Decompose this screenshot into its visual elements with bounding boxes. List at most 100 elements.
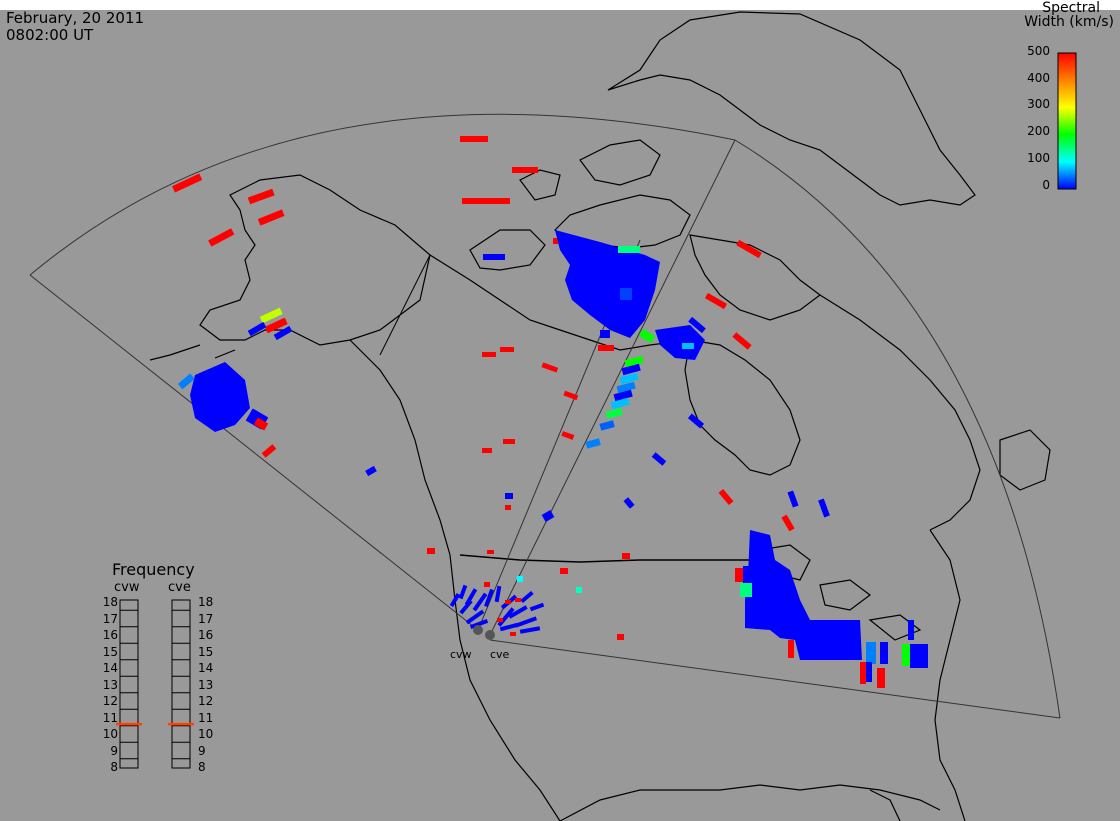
echo-cell xyxy=(517,576,523,582)
echo-cell xyxy=(866,662,872,682)
echo-cell xyxy=(619,372,639,385)
echo-cell xyxy=(860,662,866,684)
colorbar-tick-label: 500 xyxy=(1027,44,1050,58)
echo-cell xyxy=(505,493,513,499)
echo-cell xyxy=(576,587,582,593)
echo-cell xyxy=(460,136,488,142)
labrador-coast xyxy=(819,294,981,531)
fov-east-edge xyxy=(489,639,1061,719)
echo-cell xyxy=(482,448,492,453)
echo-cell xyxy=(787,490,799,508)
north-coast xyxy=(429,254,691,351)
colorbar-tick-label: 300 xyxy=(1027,97,1050,112)
radar-site-cve-marker xyxy=(485,630,495,640)
frequency-title: Frequency xyxy=(112,560,195,579)
echo-cell xyxy=(908,620,914,640)
echo-cell xyxy=(732,332,752,350)
echo-cell xyxy=(273,325,293,341)
us-canada-border xyxy=(459,554,750,563)
echo-cell xyxy=(610,397,630,410)
echo-cell xyxy=(253,417,269,431)
fov-west-edge xyxy=(29,274,479,631)
aleutians xyxy=(149,344,236,361)
hudson-bay xyxy=(684,339,801,476)
colorbar-tick-label: 0 xyxy=(1042,177,1050,192)
alaska-border xyxy=(379,254,431,356)
echo-cell xyxy=(259,307,283,324)
frequency-radar-cve-label: cve xyxy=(168,580,191,595)
echo-cell xyxy=(482,352,496,357)
colorbar-gradient xyxy=(1057,52,1077,190)
frequency-tick-right: 9 xyxy=(198,743,206,758)
echo-cell xyxy=(247,188,275,205)
echo-cell xyxy=(505,505,511,510)
echo-cell xyxy=(208,228,235,247)
echo-cell xyxy=(541,362,559,373)
echo-cell xyxy=(605,408,623,419)
echo-cell xyxy=(624,355,644,368)
colorbar-tick-label: 100 xyxy=(1027,150,1050,165)
arctic-islands-3 xyxy=(579,139,661,186)
frequency-tick-right: 10 xyxy=(198,727,214,741)
time-label: 0802:00 UT xyxy=(6,26,94,44)
field-of-view xyxy=(29,113,1061,719)
frequency-tick-right: 16 xyxy=(198,628,214,642)
echo-cell xyxy=(910,644,928,668)
echo-cell xyxy=(484,582,490,587)
pacific-coast xyxy=(349,339,561,821)
echo-cell xyxy=(736,239,762,259)
echo-cell xyxy=(735,568,743,582)
echo-blob-alaska xyxy=(190,362,250,432)
echo-cell xyxy=(497,618,503,622)
radar-site-cvw-marker xyxy=(473,625,483,635)
echo-cell xyxy=(515,598,521,602)
echo-cell xyxy=(541,510,555,522)
echo-cell xyxy=(585,438,601,449)
echo-cell xyxy=(621,363,641,376)
echo-cell xyxy=(687,413,705,429)
echo-cell xyxy=(247,321,267,337)
site-label-cvw: cvw xyxy=(450,648,472,661)
gulf-coast xyxy=(719,784,941,811)
frequency-tick-left: 16 xyxy=(102,628,118,642)
echo-cell xyxy=(618,246,640,253)
site-label-cve: cve xyxy=(490,648,510,661)
colorbar-title-line1: Spectral xyxy=(1042,0,1100,16)
date-label: February, 20 2011 xyxy=(6,9,145,27)
echo-cell xyxy=(788,640,794,658)
echo-cell xyxy=(560,568,568,574)
colorbar-tick-label: 200 xyxy=(1027,124,1050,139)
echo-cell xyxy=(704,292,728,310)
echo-blob-north xyxy=(555,230,660,338)
echo-cell xyxy=(880,642,888,664)
echo-cell xyxy=(599,420,615,431)
us-east-coast xyxy=(929,529,966,821)
frequency-tick-left: 8 xyxy=(110,760,118,774)
alaska-coast xyxy=(199,174,431,346)
mexico-coast xyxy=(559,789,720,821)
map-background xyxy=(0,10,1120,821)
echo-cell xyxy=(264,317,288,334)
frequency-tick-right: 18 xyxy=(198,595,214,609)
coastlines xyxy=(149,11,1051,821)
frequency-tick-left: 9 xyxy=(110,743,118,758)
frequency-tick-right: 8 xyxy=(198,760,206,774)
frequency-tick-left: 12 xyxy=(102,694,118,708)
echo-cell xyxy=(902,644,910,666)
echo-cell xyxy=(257,209,285,226)
echo-cell xyxy=(177,373,195,390)
echo-cell xyxy=(462,198,510,204)
echo-cell xyxy=(623,497,635,509)
frequency-tick-left: 11 xyxy=(102,710,118,725)
echo-cell xyxy=(818,498,830,518)
frequency-tick-left: 17 xyxy=(102,611,118,626)
frequency-tick-right: 17 xyxy=(198,611,214,626)
echo-cell xyxy=(561,431,575,440)
frequency-tick-right: 15 xyxy=(198,644,214,659)
echo-cell xyxy=(682,343,694,349)
echo-cell xyxy=(740,583,752,597)
echo-cell xyxy=(622,553,630,559)
echo-cell xyxy=(866,642,876,664)
